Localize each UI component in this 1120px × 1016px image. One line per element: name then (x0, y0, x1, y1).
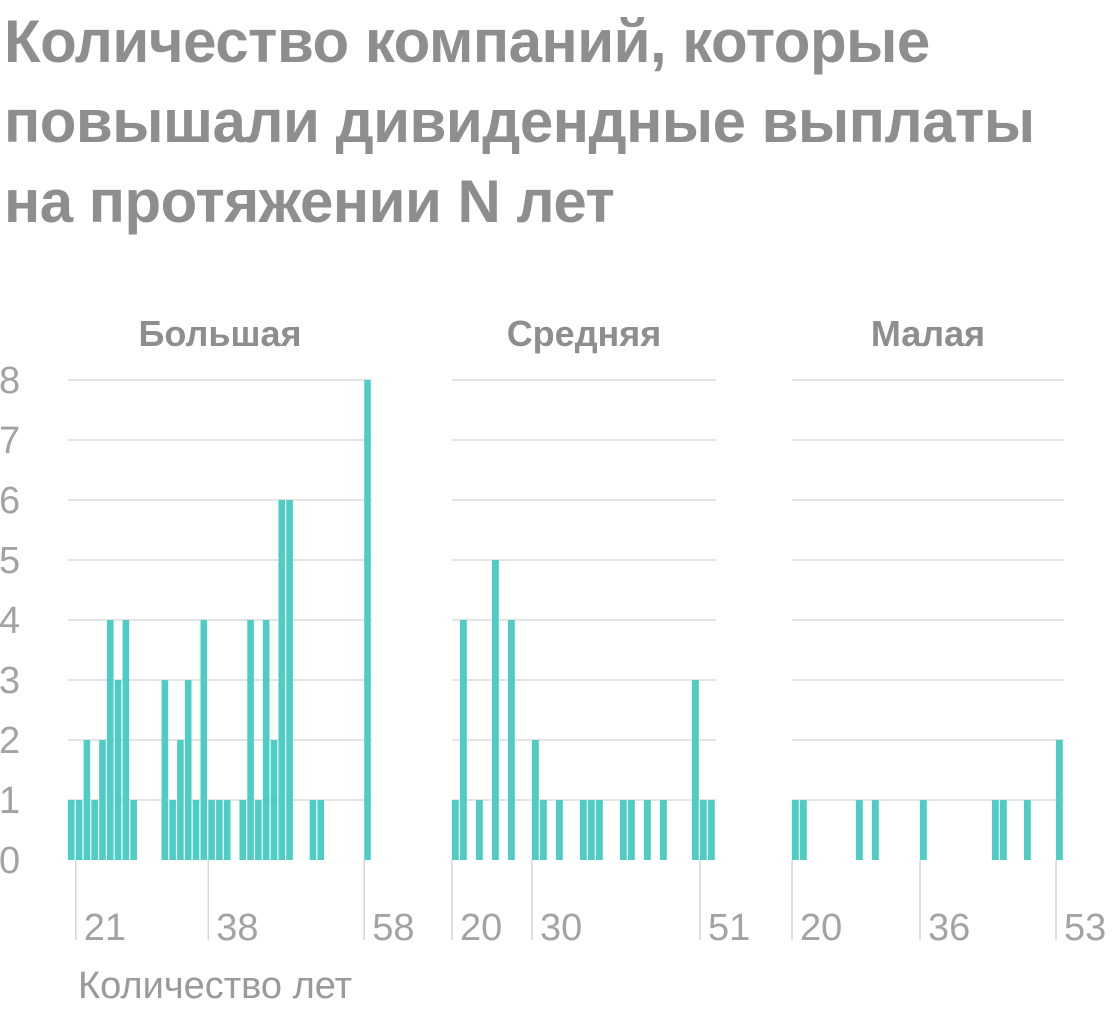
bar (309, 800, 317, 860)
bar (262, 620, 270, 860)
bar (1024, 800, 1031, 860)
bar (460, 620, 467, 860)
panel-title: Малая (871, 313, 985, 354)
bar (169, 800, 176, 860)
bar (122, 620, 130, 860)
y-tick-label: 6 (0, 480, 20, 522)
bar (270, 740, 278, 860)
bar (792, 800, 799, 860)
x-tick-label: 20 (460, 907, 502, 949)
bar (239, 800, 247, 860)
bar (177, 740, 184, 860)
bar (872, 800, 879, 860)
y-tick-label: 8 (0, 360, 20, 402)
x-tick-label: 53 (1064, 907, 1106, 949)
bar (1000, 800, 1007, 860)
x-axis-label: Количество лет (78, 965, 352, 1007)
bar (317, 800, 325, 860)
bar (596, 800, 603, 860)
bar (580, 800, 587, 860)
x-tick-label: 38 (216, 907, 258, 949)
chart-title: Количество компаний, которые повышали ди… (4, 8, 1035, 235)
x-tick-label: 36 (928, 907, 970, 949)
bar (556, 800, 563, 860)
y-tick-label: 5 (0, 540, 20, 582)
x-tick-label: 51 (708, 907, 750, 949)
x-tick-label: 20 (800, 907, 842, 949)
x-tick-label: 30 (540, 907, 582, 949)
bar (628, 800, 635, 860)
bar (75, 800, 83, 860)
x-tick-label: 21 (84, 907, 126, 949)
bar (540, 800, 547, 860)
panel-title: Большая (138, 313, 301, 354)
bar (91, 800, 98, 860)
bar (106, 620, 114, 860)
bar (68, 800, 75, 860)
bar (644, 800, 651, 860)
bar (700, 800, 707, 860)
bar (856, 800, 863, 860)
bar (223, 800, 231, 860)
bar (476, 800, 483, 860)
bar (920, 800, 927, 860)
y-tick-label: 2 (0, 720, 20, 762)
bar (216, 800, 223, 860)
bar (255, 800, 262, 860)
bar (660, 800, 667, 860)
bar (99, 740, 106, 860)
bar (208, 800, 215, 860)
bar (364, 380, 371, 860)
bar (692, 680, 699, 860)
bar (588, 800, 595, 860)
bar (1056, 740, 1063, 860)
bar (130, 800, 137, 860)
x-tick-label: 58 (372, 907, 414, 949)
bar (161, 680, 169, 860)
panel-title: Средняя (507, 313, 662, 354)
bar (992, 800, 999, 860)
bar (492, 560, 499, 860)
bar (192, 800, 200, 860)
y-tick-label: 3 (0, 660, 20, 702)
bar (278, 500, 286, 860)
bar (532, 740, 539, 860)
y-tick-label: 1 (0, 780, 20, 822)
y-tick-label: 7 (0, 420, 20, 462)
bar (184, 680, 192, 860)
y-tick-label: 4 (0, 600, 20, 642)
bar (800, 800, 807, 860)
bar (83, 740, 91, 860)
bar (114, 680, 122, 860)
bar (452, 800, 459, 860)
bar (620, 800, 627, 860)
bar (200, 620, 208, 860)
bar (708, 800, 715, 860)
y-tick-label: 0 (0, 840, 20, 882)
bar (247, 620, 254, 860)
bar (286, 500, 293, 860)
bar (508, 620, 515, 860)
